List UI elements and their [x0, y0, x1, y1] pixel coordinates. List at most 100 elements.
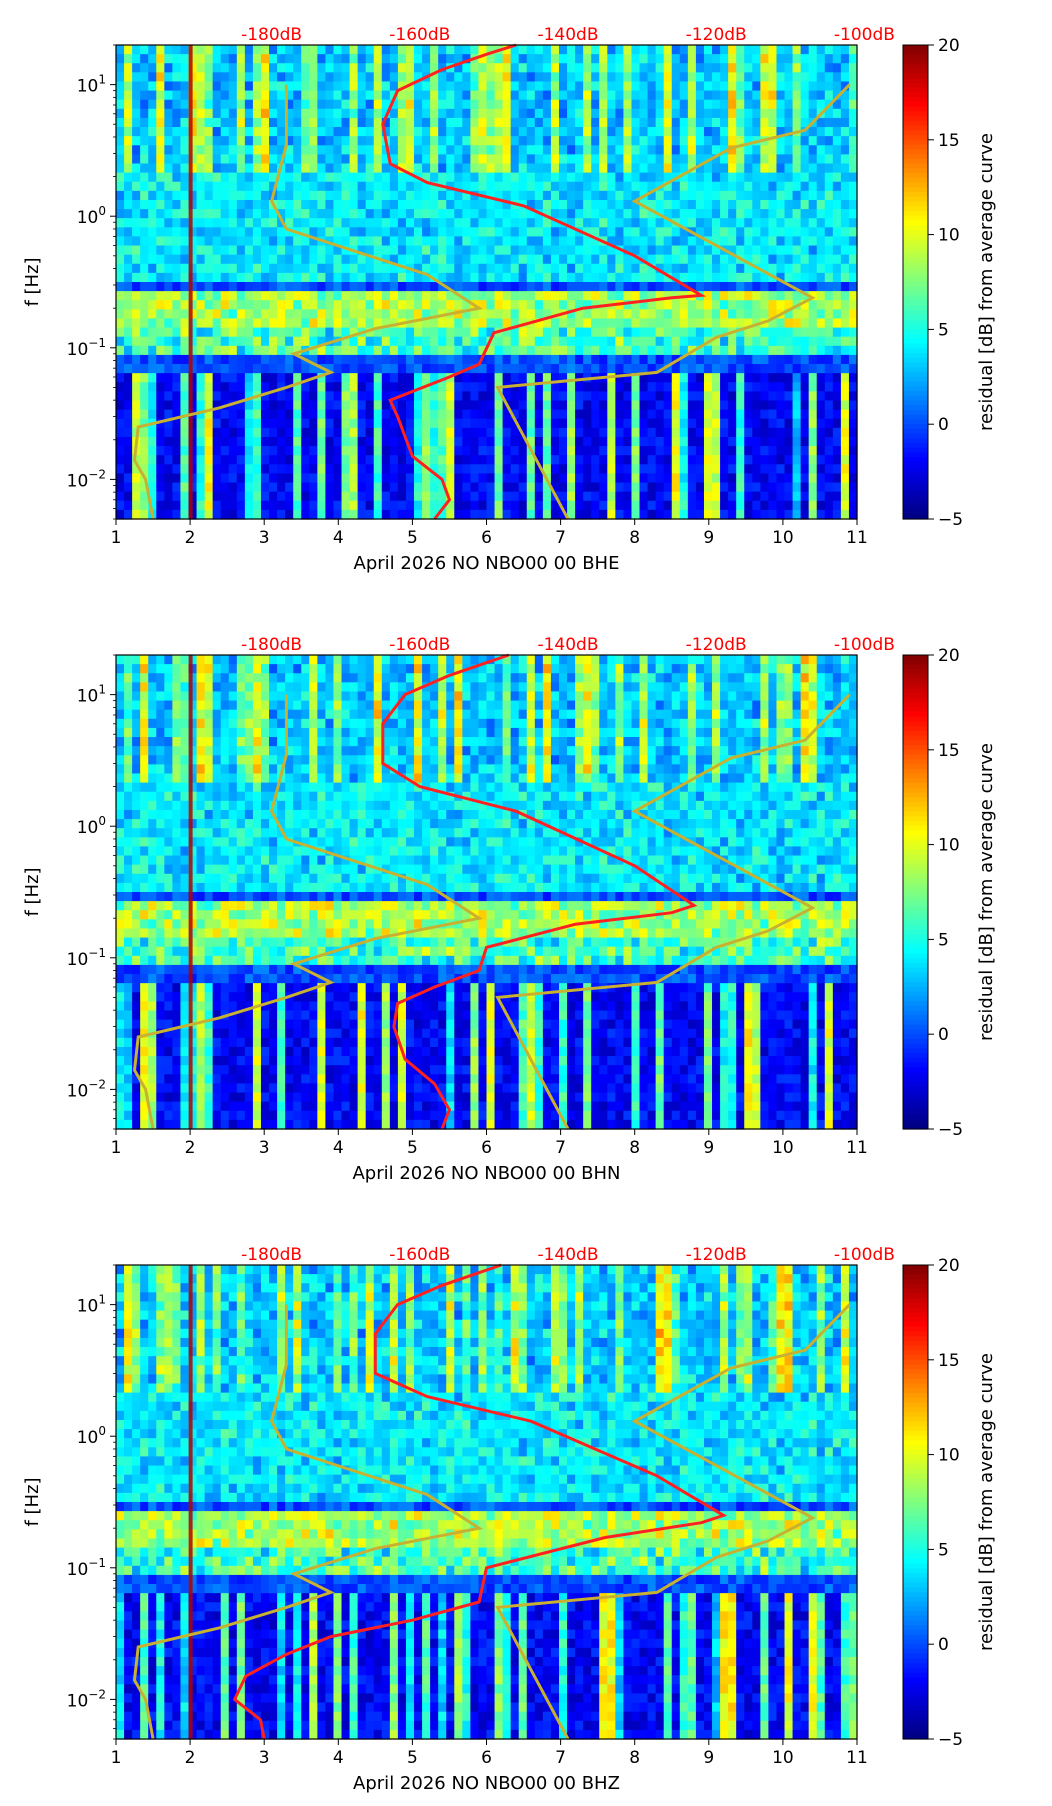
colorbar-segment	[903, 1029, 928, 1035]
colorbar-segment	[903, 447, 928, 454]
colorbar-segment	[903, 59, 928, 65]
colorbar-segment	[903, 963, 928, 969]
x-axis-label: April 2026 NO NBO00 00 BHN	[352, 1163, 620, 1184]
colorbar-segment	[903, 972, 928, 978]
x-tick-label: 8	[629, 1748, 640, 1768]
colorbar-segment	[903, 225, 928, 231]
colorbar-segment	[903, 1298, 928, 1304]
x-tick-label: 9	[703, 1138, 714, 1158]
colorbar-tick-label: 10	[938, 1446, 960, 1466]
colorbar-segment	[903, 849, 928, 855]
colorbar-segment	[903, 929, 928, 936]
colorbar-segment	[903, 1100, 928, 1106]
colorbar-segment	[903, 1715, 928, 1721]
x-tick-label: 2	[185, 528, 196, 548]
colorbar-segment	[903, 659, 928, 666]
x-tick-label: 11	[846, 1138, 868, 1158]
colorbar-segment	[903, 1724, 928, 1731]
colorbar-segment	[903, 125, 928, 131]
colorbar-segment	[903, 1511, 928, 1517]
colorbar-segment	[903, 1350, 928, 1356]
colorbar-segment	[903, 220, 928, 226]
colorbar-segment	[903, 797, 928, 803]
colorbar-segment	[903, 201, 928, 207]
colorbar-segment	[903, 1468, 928, 1475]
colorbar-segment	[903, 1355, 928, 1361]
colorbar-segment	[903, 1293, 928, 1299]
colorbar-segment	[903, 272, 928, 278]
colorbar-segment	[903, 49, 928, 56]
x-tick-label: 4	[333, 528, 344, 548]
colorbar-segment	[903, 457, 928, 463]
y-axis: 10−2 10−1 100 101	[67, 1264, 116, 1740]
colorbar-segment	[903, 1124, 928, 1130]
top-db-tick-label: -180dB	[241, 1245, 302, 1265]
colorbar-segment	[903, 395, 928, 402]
colorbar-segment	[903, 721, 928, 727]
colorbar-segment	[903, 296, 928, 302]
x-tick-label: 4	[333, 1748, 344, 1768]
colorbar-segment	[903, 1288, 928, 1295]
colorbar-segment	[903, 409, 928, 416]
colorbar-segment	[903, 324, 928, 330]
colorbar-segment	[903, 1383, 928, 1389]
colorbar-segment	[903, 1317, 928, 1323]
colorbar-segment	[903, 1086, 928, 1092]
colorbar-segment	[903, 1644, 928, 1650]
colorbar-segment	[903, 678, 928, 685]
colorbar-segment	[903, 433, 928, 440]
top-db-tick-label: -160dB	[389, 25, 450, 45]
x-tick-label: 3	[259, 1748, 270, 1768]
colorbar-frame	[902, 654, 929, 1130]
colorbar-segment	[903, 1105, 928, 1111]
colorbar-segment	[903, 683, 928, 689]
colorbar-segment	[903, 168, 928, 174]
colorbar-segment	[903, 1582, 928, 1588]
colorbar-segment	[903, 688, 928, 694]
colorbar-segment	[903, 149, 928, 155]
colorbar: −5 0 5 10 15 20 residual [dB] from average cur…	[902, 36, 997, 530]
colorbar-segment	[903, 835, 928, 841]
colorbar-segment	[903, 414, 928, 421]
colorbar-segment	[903, 1615, 928, 1622]
colorbar-segment	[903, 702, 928, 708]
colorbar-segment	[903, 286, 928, 293]
colorbar-segment	[903, 348, 928, 354]
colorbar-segment	[903, 334, 928, 340]
x-tick-label: 11	[846, 528, 868, 548]
colorbar-segment	[903, 1734, 928, 1740]
y-tick-label: 10−1	[67, 1556, 106, 1580]
y-axis: 10−2 10−1 100 101	[67, 44, 116, 520]
colorbar-segment	[903, 996, 928, 1002]
colorbar-segment	[903, 92, 928, 98]
colorbar-segment	[903, 54, 928, 60]
colorbar-segment	[903, 749, 928, 756]
x-tick-label: 10	[772, 1138, 794, 1158]
colorbar-segment	[903, 130, 928, 136]
colorbar-segment	[903, 1053, 928, 1059]
colorbar-segment	[903, 234, 928, 240]
colorbar-segment	[903, 673, 928, 680]
colorbar-segment	[903, 901, 928, 907]
x-tick-label: 7	[555, 1748, 566, 1768]
colorbar-segment	[903, 787, 928, 794]
colorbar-segment	[903, 1677, 928, 1683]
colorbar-segment	[903, 863, 928, 869]
model-curve-1	[132, 84, 484, 520]
x-tick-label: 2	[185, 1138, 196, 1158]
colorbar-segment	[903, 735, 928, 741]
colorbar-segment	[903, 707, 928, 713]
model-curve-2	[495, 83, 851, 520]
colorbar-segment	[903, 372, 928, 378]
colorbar-segment	[903, 768, 928, 775]
colorbar-segment	[903, 782, 928, 789]
colorbar-segment	[903, 158, 928, 165]
colorbar-segment	[903, 1005, 928, 1012]
top-db-axis: -180dB -160dB -140dB -120dB -100dB	[241, 1245, 895, 1265]
colorbar-segment	[903, 934, 928, 940]
x-axis: 1 2 3 4 5 6 7 8 9 10 11	[111, 519, 868, 548]
x-axis-label: April 2026 NO NBO00 00 BHE	[354, 553, 620, 574]
colorbar-tick-label: 20	[938, 36, 960, 56]
colorbar-segment	[903, 1057, 928, 1064]
colorbar-segment	[903, 1345, 928, 1351]
